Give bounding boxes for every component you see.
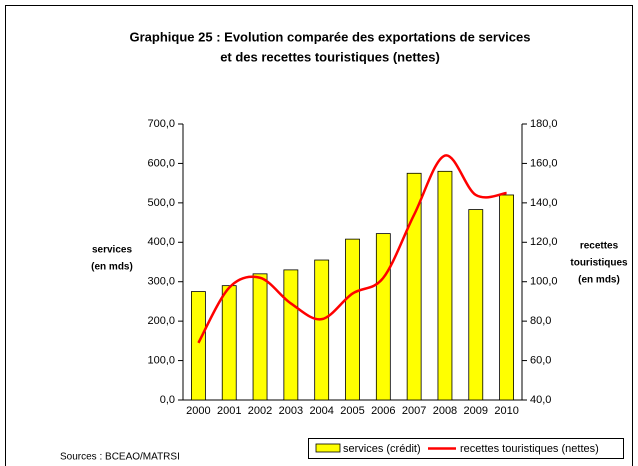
bar: [437, 170, 453, 401]
x-tick-label: 2010: [494, 405, 518, 417]
y2-axis-label: recettes: [580, 241, 619, 252]
y2-tick-label: 100,0: [530, 276, 558, 288]
legend-label: services (crédit): [343, 443, 421, 455]
legend-swatch: [315, 443, 341, 453]
x-tick-label: 2005: [340, 405, 364, 417]
x-tick-label: 2009: [464, 405, 488, 417]
y-tick-label: 400,0: [147, 236, 175, 248]
y-tick-label: 500,0: [147, 197, 175, 209]
x-tick-label: 2008: [433, 405, 457, 417]
x-tick-label: 2001: [217, 405, 241, 417]
x-tick-label: 2000: [186, 405, 210, 417]
y-tick-label: 200,0: [147, 315, 175, 327]
bar: [499, 194, 514, 401]
y2-tick-label: 140,0: [530, 197, 558, 209]
bar: [283, 269, 299, 401]
y2-tick-label: 80,0: [530, 315, 551, 327]
bar: [345, 238, 360, 401]
y-tick-label: 0,0: [160, 394, 175, 406]
chart-title: Graphique 25 : Evolution comparée des ex…: [130, 29, 531, 44]
x-tick-label: 2003: [279, 405, 303, 417]
bar: [406, 172, 422, 401]
bar: [314, 259, 330, 401]
legend-box: [308, 438, 624, 459]
x-tick-label: 2007: [402, 405, 426, 417]
y2-tick-label: 40,0: [530, 394, 551, 406]
legend-label: recettes touristiques (nettes): [460, 443, 599, 455]
y-tick-label: 100,0: [147, 354, 175, 366]
y-axis-label: services: [92, 245, 132, 256]
bar: [191, 291, 206, 401]
y2-tick-label: 60,0: [530, 354, 551, 366]
y-tick-label: 700,0: [147, 118, 175, 130]
x-tick-label: 2002: [248, 405, 272, 417]
y2-tick-label: 160,0: [530, 157, 558, 169]
y2-axis-label: touristiques: [570, 258, 628, 269]
bar: [375, 233, 391, 401]
y-axis-label: (en mds): [91, 262, 133, 273]
line: [197, 154, 507, 344]
y2-axis-label: (en mds): [578, 275, 620, 286]
y2-tick-label: 180,0: [530, 118, 558, 130]
x-tick-label: 2004: [309, 405, 333, 417]
y-tick-label: 300,0: [147, 276, 175, 288]
frame: [5, 5, 633, 466]
x-tick-label: 2006: [371, 405, 395, 417]
bar: [252, 273, 268, 401]
source: Sources : BCEAO/MATRSI: [60, 452, 180, 463]
chart-title: et des recettes touristiques (nettes): [220, 49, 440, 64]
bar: [221, 285, 237, 401]
bar: [468, 209, 484, 401]
y-tick-label: 600,0: [147, 157, 175, 169]
y2-tick-label: 120,0: [530, 236, 558, 248]
